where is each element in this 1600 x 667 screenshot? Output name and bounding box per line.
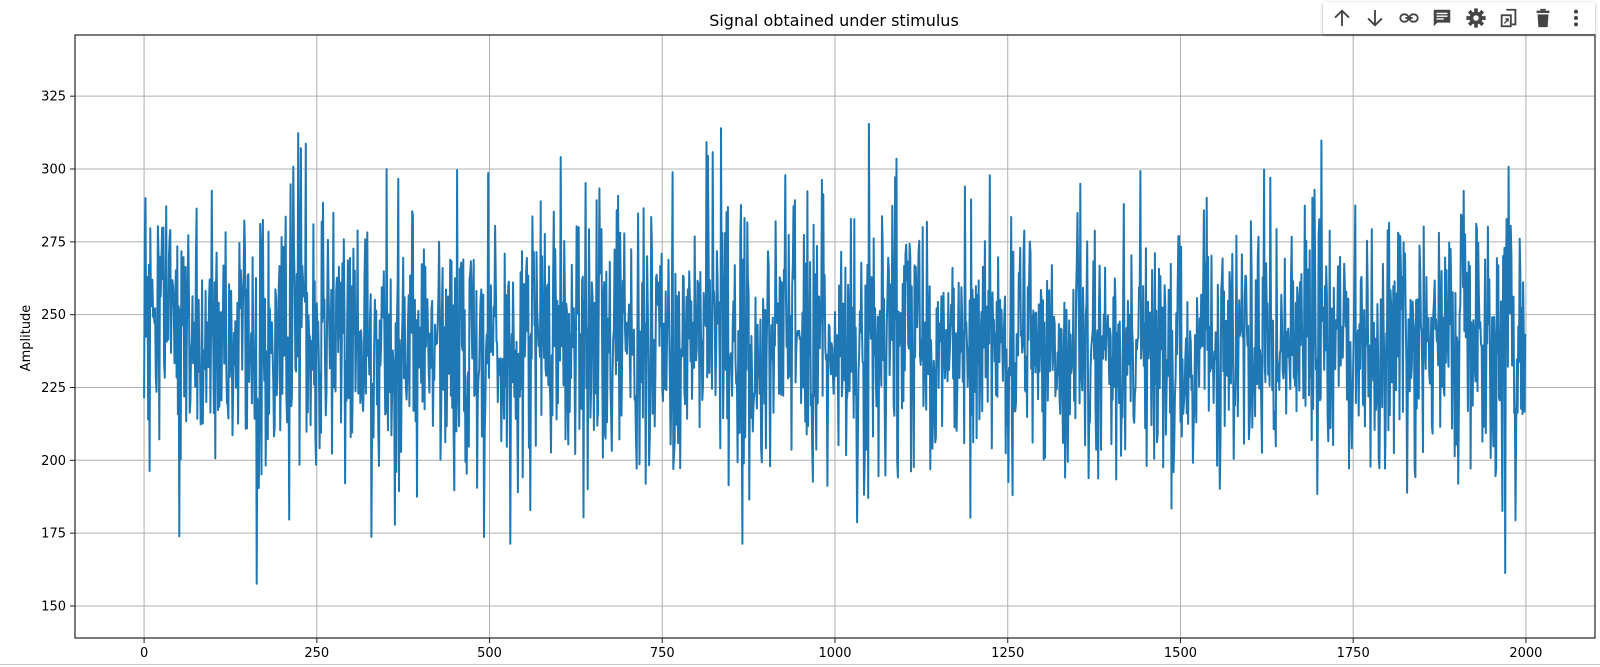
arrow-up-icon: [1334, 9, 1350, 27]
y-tick-label: 275: [41, 235, 66, 250]
mirror-cell-button[interactable]: [1494, 3, 1524, 33]
comment-icon: [1434, 9, 1451, 27]
x-tick-label: 750: [650, 646, 675, 661]
y-tick-label: 150: [41, 599, 66, 614]
y-tick-label: 225: [41, 381, 66, 396]
x-tick-label: 1500: [1164, 646, 1197, 661]
chart-title: Signal obtained under stimulus: [709, 11, 959, 30]
x-tick-label: 0: [140, 646, 148, 661]
cell-toolbar: [1323, 2, 1595, 34]
arrow-down-icon: [1367, 9, 1383, 27]
y-tick-label: 250: [41, 308, 66, 323]
settings-button[interactable]: [1461, 3, 1491, 33]
y-axis-label: Amplitude: [19, 305, 34, 372]
y-tick-label: 325: [41, 90, 66, 105]
series-line: [143, 123, 1527, 585]
move-up-button[interactable]: [1327, 3, 1357, 33]
y-tick-label: 300: [41, 163, 66, 178]
more-vert-icon: [1574, 9, 1579, 27]
x-tick-label: 1000: [818, 646, 851, 661]
move-down-button[interactable]: [1360, 3, 1390, 33]
y-axis: 150 175 200 225 250 275 300 325: [41, 90, 75, 614]
mirror-cell-icon: [1501, 8, 1517, 28]
x-tick-label: 1750: [1337, 646, 1370, 661]
x-tick-label: 2000: [1509, 646, 1542, 661]
cell-divider: [0, 664, 1600, 665]
more-actions-button[interactable]: [1561, 3, 1591, 33]
add-comment-button[interactable]: [1427, 3, 1457, 33]
x-tick-label: 500: [477, 646, 502, 661]
copy-link-button[interactable]: [1394, 3, 1424, 33]
y-tick-label: 200: [41, 454, 66, 469]
gear-icon: [1466, 8, 1486, 28]
x-tick-label: 1250: [991, 646, 1024, 661]
x-tick-label: 250: [304, 646, 329, 661]
x-axis: 0 250 500 750 1000 1250 1500 1750 2000: [140, 638, 1542, 661]
delete-cell-button[interactable]: [1528, 3, 1558, 33]
trash-icon: [1536, 8, 1550, 28]
series-layer: [143, 123, 1527, 585]
link-icon: [1399, 13, 1419, 23]
y-tick-label: 175: [41, 527, 66, 542]
